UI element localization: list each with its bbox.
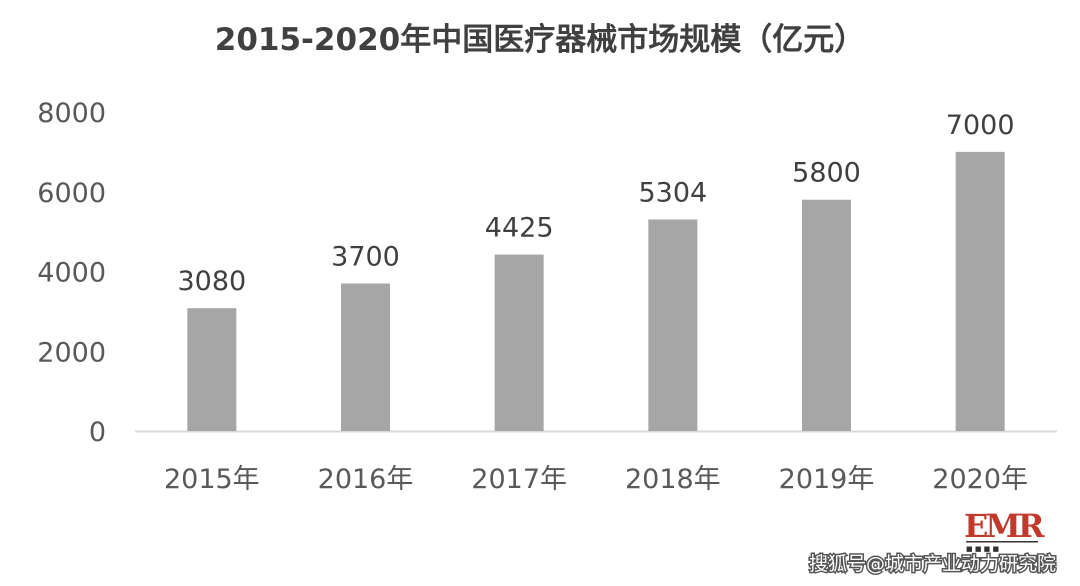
bar — [802, 199, 851, 431]
bar-value-label: 3700 — [331, 241, 400, 272]
y-tick-label: 4000 — [37, 258, 106, 289]
data-labels-group: 3080 3700 4425 5304 5800 7000 — [177, 110, 1014, 297]
x-tick-label: 2016年 — [318, 464, 414, 495]
x-tick-label: 2015年 — [164, 464, 260, 495]
bar — [341, 283, 390, 431]
y-tick-label: 0 — [89, 417, 106, 448]
bar-value-label: 5304 — [638, 178, 707, 209]
logo-underline — [966, 541, 1038, 543]
y-axis-ticks: 0 2000 4000 6000 8000 — [37, 98, 106, 448]
bar — [494, 254, 544, 431]
bar — [955, 151, 1005, 431]
chart-title: 2015-2020年中国医疗器械市场规模（亿元） — [215, 22, 865, 58]
bar-value-label: 4425 — [485, 213, 554, 244]
y-tick-label: 8000 — [37, 98, 106, 129]
y-tick-label: 2000 — [37, 337, 106, 368]
bars-group — [187, 151, 1005, 431]
logo-subtext-mark: ■ ■ ■ ■ — [966, 545, 999, 553]
x-axis-ticks: 2015年 2016年 2017年 2018年 2019年 2020年 — [164, 464, 1028, 495]
x-tick-label: 2017年 — [471, 464, 567, 495]
emr-logo: EMR ■ ■ ■ ■ — [964, 507, 1048, 553]
bar-value-label: 3080 — [177, 266, 246, 297]
x-tick-label: 2020年 — [932, 464, 1028, 495]
bar-value-label: 5800 — [792, 158, 861, 189]
bar-value-label: 7000 — [946, 110, 1015, 141]
x-tick-label: 2018年 — [625, 464, 721, 495]
watermark-text: 搜狐号@城市产业动力研究院 — [809, 553, 1056, 575]
logo-wordmark: EMR — [964, 507, 1045, 545]
bar — [648, 219, 698, 431]
x-tick-label: 2019年 — [779, 464, 875, 495]
bar — [187, 308, 237, 431]
y-tick-label: 6000 — [37, 178, 106, 209]
